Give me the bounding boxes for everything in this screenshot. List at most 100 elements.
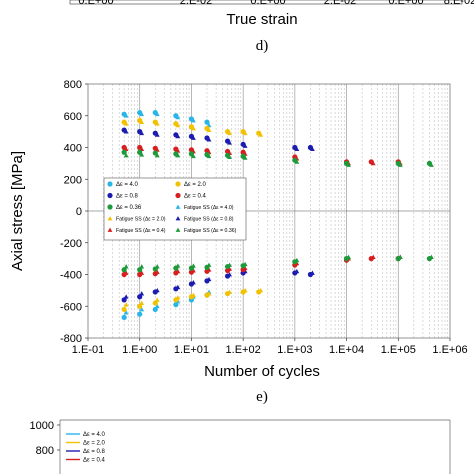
data-point-max xyxy=(294,159,300,164)
data-point-max xyxy=(258,132,264,137)
data-point-min xyxy=(206,262,212,267)
x-tick-label: 1.E+01 xyxy=(174,344,209,356)
y-tick-label: -800 xyxy=(60,333,82,345)
data-point-min xyxy=(175,263,181,268)
x-tick-label: 1.E+00 xyxy=(122,344,157,356)
top-panel-cropped: 0.E+00 2.E-02 0.E+00 2.E-02 0.E+00 8.E-02 Tru… xyxy=(69,0,474,54)
main-legend: Δε = 4.0 Δε = 2.0 Δε = 0.8 Δε = 0.4 Δε = 0.3… xyxy=(103,177,247,241)
data-point-max xyxy=(191,118,196,123)
data-point-min xyxy=(154,287,160,293)
data-point-min xyxy=(123,270,129,275)
legend-marker xyxy=(175,181,181,187)
top-tick-label: 0.E+00 xyxy=(388,0,423,7)
bottom-y-tick-label: 800 xyxy=(36,445,54,457)
legend-label: Fatigue SS (Δε = 0.8) xyxy=(184,217,234,223)
data-point-max xyxy=(310,146,315,152)
main-y-tick-labels: 800 600 400 200 0 -200 -400 -600 -800 xyxy=(60,79,88,345)
data-point-min xyxy=(310,270,315,275)
data-point-min xyxy=(175,268,181,274)
main-panel-label: e) xyxy=(256,389,268,405)
data-point-min xyxy=(370,254,376,259)
x-tick-label: 1.E+05 xyxy=(381,344,416,356)
top-tick-label: 0.E+00 xyxy=(250,0,285,7)
data-point-min xyxy=(137,311,143,317)
data-point-min xyxy=(123,302,129,307)
data-point-max xyxy=(227,130,232,136)
legend-marker xyxy=(107,227,113,232)
data-point-min xyxy=(294,268,300,274)
legend-marker xyxy=(175,227,181,232)
data-point-min xyxy=(206,291,212,296)
bottom-legend-label: Δε = 0.4 xyxy=(83,458,106,464)
legend-marker xyxy=(107,204,113,210)
y-tick-label: -400 xyxy=(60,270,82,282)
legend-label: Fatigue SS (Δε = 0.36) xyxy=(184,228,237,234)
top-tick-label: 8.E-02 xyxy=(444,0,474,7)
main-data-points xyxy=(121,109,434,320)
data-point-max xyxy=(139,130,145,136)
y-tick-label: 600 xyxy=(64,111,82,123)
data-point-max xyxy=(121,149,127,155)
data-point-min xyxy=(139,307,145,312)
data-point-max xyxy=(123,153,129,158)
x-tick-label: 1.E+02 xyxy=(226,344,261,356)
data-point-min xyxy=(139,291,145,296)
data-point-min xyxy=(191,268,196,273)
legend-marker xyxy=(175,216,181,221)
data-point-min xyxy=(175,295,181,300)
legend-marker xyxy=(107,181,113,187)
data-point-min xyxy=(227,262,232,267)
y-tick-label: 0 xyxy=(76,206,82,218)
data-point-min xyxy=(154,297,160,302)
data-point-max xyxy=(346,162,351,167)
x-tick-label: 1.E+06 xyxy=(432,344,467,356)
data-point-max xyxy=(154,132,160,137)
x-tick-label: 1.E-01 xyxy=(72,344,104,356)
data-point-min xyxy=(121,314,127,320)
bottom-legend-label: Δε = 2.0 xyxy=(83,441,106,447)
data-point-max xyxy=(191,135,196,140)
data-point-min xyxy=(139,300,145,305)
data-point-max xyxy=(139,111,145,117)
legend-marker xyxy=(175,192,181,199)
data-point-min xyxy=(242,287,248,293)
series-points xyxy=(123,119,264,307)
data-point-min xyxy=(175,284,181,290)
data-point-min xyxy=(397,254,403,259)
data-point-min xyxy=(123,294,129,299)
data-point-min xyxy=(154,264,160,269)
legend-box xyxy=(103,177,247,241)
data-point-min xyxy=(154,269,160,275)
data-point-min xyxy=(227,272,232,277)
bottom-legend: Δε = 4.0 Δε = 2.0 Δε = 0.8 Δε = 0.4 xyxy=(66,432,106,464)
data-point-min xyxy=(346,254,351,259)
top-panel-label: d) xyxy=(256,38,269,54)
x-tick-label: 1.E+03 xyxy=(277,344,312,356)
main-xlabel: Number of cycles xyxy=(204,363,320,380)
data-point-min xyxy=(123,310,129,315)
legend-label: Fatigue SS (Δε = 2.0) xyxy=(116,217,166,223)
data-point-min xyxy=(139,270,145,275)
data-point-min xyxy=(206,276,212,282)
data-point-max xyxy=(175,114,181,120)
data-point-max xyxy=(204,119,210,125)
data-point-max xyxy=(139,119,145,125)
data-point-max xyxy=(123,129,129,134)
data-point-max xyxy=(154,111,160,117)
legend-marker xyxy=(107,216,113,221)
legend-label: Fatigue SS (Δε = 4.0) xyxy=(184,205,234,211)
legend-label: Fatigue SS (Δε = 0.4) xyxy=(116,228,166,234)
data-point-max xyxy=(227,154,232,159)
data-point-max xyxy=(175,133,181,139)
data-point-max xyxy=(429,162,434,167)
data-point-max xyxy=(397,162,403,167)
y-tick-label: 400 xyxy=(64,143,82,155)
bottom-legend-label: Δε = 4.0 xyxy=(83,432,106,438)
data-point-min xyxy=(227,289,232,294)
bottom-y-tick-labels: 1000 800 xyxy=(30,420,60,457)
y-tick-label: 200 xyxy=(64,174,82,186)
main-ylabel: Axial stress [MPa] xyxy=(9,151,26,271)
data-point-min xyxy=(206,267,212,272)
top-tick-labels: 0.E+00 2.E-02 0.E+00 2.E-02 0.E+00 8.E-02 xyxy=(78,0,474,7)
